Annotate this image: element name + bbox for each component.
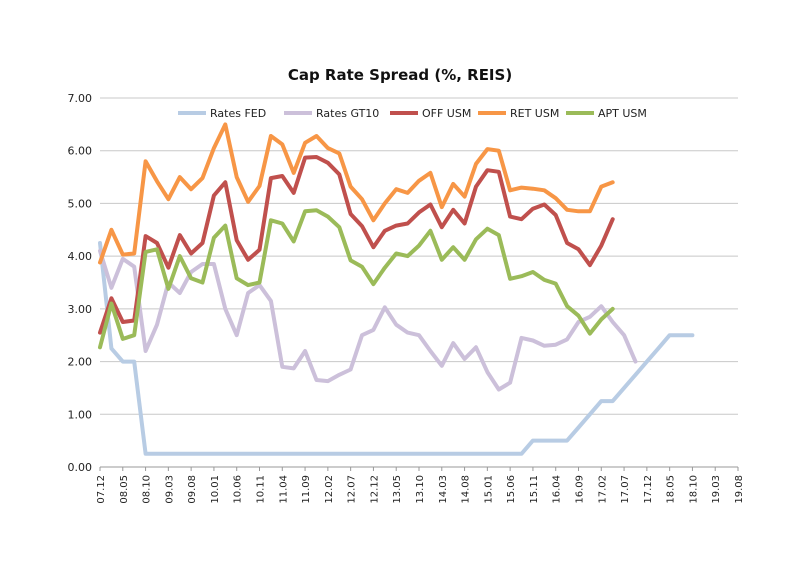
legend: Rates FED Rates GT10 OFF USM RET USM APT USM [178,107,647,120]
y-tick-label: 6.00 [68,145,93,158]
series-line-off-usm [98,155,615,335]
legend-item: RET USM [478,107,559,120]
x-tick-label: 08.10 [142,475,153,504]
x-tick-label: 10.06 [233,475,244,504]
x-tick-label: 09.03 [164,475,175,504]
y-axis-ticks: 0.00 1.00 2.00 3.00 4.00 5.00 6.00 7.00 [68,92,93,474]
series-line-rates-gt10 [98,248,638,392]
y-tick-label: 1.00 [68,408,93,421]
x-tick-label: 16.04 [552,475,563,504]
y-tick-label: 3.00 [68,303,93,316]
x-tick-label: 13.10 [415,475,426,504]
x-tick-label: 18.05 [666,475,677,504]
x-tick-label: 09.08 [187,475,198,504]
y-tick-label: 7.00 [68,92,93,105]
gridlines [100,97,738,468]
legend-item: Rates FED [178,107,266,120]
x-tick-label: 19.03 [711,475,722,504]
legend-label: OFF USM [422,107,471,120]
y-tick-label: 5.00 [68,197,93,210]
legend-label: Rates GT10 [316,107,379,120]
x-tick-label: 12.07 [347,475,358,504]
x-tick-label: 13.05 [392,475,403,504]
legend-label: Rates FED [210,107,266,120]
x-tick-label: 10.11 [256,475,267,504]
x-tick-label: 15.06 [506,475,517,504]
x-tick-label: 11.04 [278,475,289,504]
x-tick-label: 18.10 [688,475,699,504]
x-tick-label: 19.08 [734,475,745,504]
series-lines [98,122,695,456]
x-tick-label: 07.12 [96,475,107,504]
legend-item: OFF USM [390,107,471,120]
x-tick-label: 14.03 [438,475,449,504]
legend-label: APT USM [598,107,647,120]
y-tick-label: 0.00 [68,461,93,474]
x-tick-label: 17.07 [620,475,631,504]
legend-item: APT USM [566,107,647,120]
series-line-ret-usm [98,122,615,265]
legend-item: Rates GT10 [284,107,379,120]
x-tick-label: 11.09 [301,475,312,504]
x-tick-label: 15.01 [483,475,494,504]
x-tick-label: 14.08 [461,475,472,504]
x-tick-label: 17.02 [597,475,608,504]
legend-label: RET USM [510,107,559,120]
y-tick-label: 2.00 [68,356,93,369]
series-line-rates-fed [98,241,695,456]
chart-title: Cap Rate Spread (%, REIS) [288,66,512,84]
x-tick-label: 12.12 [369,475,380,504]
x-axis-ticks: 07.12 08.05 08.10 09.03 09.08 10.01 10.06 10.11… [96,467,745,504]
y-tick-label: 4.00 [68,250,93,263]
x-tick-label: 10.01 [210,475,221,504]
x-tick-label: 08.05 [119,475,130,504]
x-tick-label: 12.02 [324,475,335,504]
x-tick-label: 16.09 [575,475,586,504]
x-tick-label: 17.12 [643,475,654,504]
x-tick-label: 15.11 [529,475,540,504]
series-line-apt-usm [98,208,615,350]
